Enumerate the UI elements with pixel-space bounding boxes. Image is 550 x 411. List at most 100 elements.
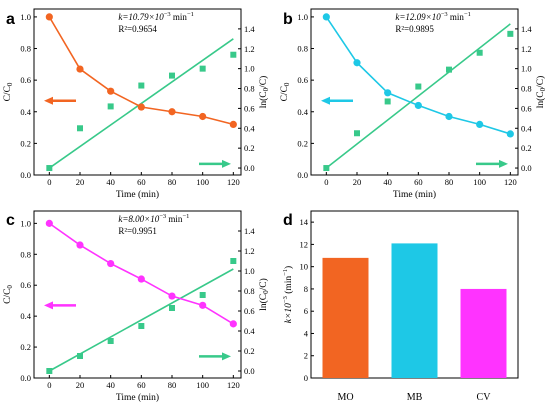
r-squared-annotation: R²=0.9654: [118, 24, 157, 34]
y-tick-label: 0.0: [297, 170, 308, 180]
ln-data-point: [107, 103, 114, 110]
ln-data-point: [230, 51, 237, 58]
bar-mo: [322, 257, 369, 378]
y2-tick-label: 1.0: [521, 64, 532, 74]
rate-unit-exp: −1: [187, 11, 194, 18]
rate-k-exp: −3: [164, 11, 171, 18]
y-axis-label-main: C/C: [3, 86, 13, 101]
concentration-data-point: [322, 13, 330, 21]
ln-data-point: [107, 338, 114, 344]
concentration-data-point: [414, 101, 422, 110]
ln-data-point: [199, 65, 206, 72]
x-axis-label: Time (min): [116, 392, 159, 403]
rate-constant-annotation: k=10.79×10−3 min−1: [118, 11, 194, 22]
x-tick-label: 0: [324, 177, 328, 187]
concentration-data-point: [199, 301, 207, 309]
ln-data-point: [384, 98, 391, 105]
y2-tick-label: 1.2: [521, 44, 532, 54]
y-tick-label: 0.4: [20, 311, 31, 321]
panel-c: c 0 20 40 60 80 100 120 0.0 0.2 0.4 0.6 0.8 1.0 0.0 0.2…: [3, 210, 270, 403]
y-tick-label: 0.0: [20, 373, 31, 383]
y-tick-label: 2: [304, 351, 308, 361]
x-axis-label: Time (min): [393, 189, 436, 200]
y-axis-label-unit-exp: −1: [282, 269, 289, 276]
x-tick-label: 60: [137, 177, 146, 187]
y-tick-label: 1.0: [20, 12, 31, 22]
y-tick-label: 0.4: [20, 107, 31, 117]
y2-tick-label: 0.4: [521, 123, 532, 133]
ln-data-point: [446, 66, 452, 73]
y-tick-label: 4: [304, 328, 309, 338]
ln-data-point: [46, 368, 53, 374]
x-tick-label: 100: [196, 177, 209, 187]
concentration-data-point: [45, 219, 53, 227]
y2-tick-label: 1.2: [244, 246, 255, 256]
y2-axis-label-sub: 0: [539, 87, 547, 91]
y-axis-label: C/C0: [3, 285, 14, 304]
plot-frame: [33, 8, 242, 176]
bar-cv: [460, 288, 507, 378]
ln-data-point: [230, 258, 237, 264]
y-axis-label-main: C/C: [280, 86, 290, 101]
y2-tick-label: 0.8: [244, 286, 255, 296]
ln-data-point: [169, 305, 175, 311]
y2-axis-label: ln(C0/C): [258, 278, 270, 311]
x-tick-label: 40: [106, 380, 115, 390]
y-tick-label: 0: [304, 373, 308, 383]
y2-tick-label: 1.4: [521, 24, 532, 34]
y2-tick-label: 0.0: [244, 163, 255, 173]
y2-tick-label: 0.4: [244, 123, 255, 133]
y-axis-label-exp: −3: [282, 296, 289, 303]
x-tick-label: 80: [168, 380, 177, 390]
left-axis-arrow-head: [44, 96, 53, 105]
rate-unit: min: [171, 12, 188, 22]
ln-data-point: [138, 82, 145, 89]
x-tick-label: 100: [196, 380, 209, 390]
concentration-data-point: [45, 13, 53, 21]
x-tick-label: 60: [414, 177, 423, 187]
y2-tick-label: 0.2: [521, 143, 532, 153]
ln-data-point: [169, 72, 175, 79]
y-axis-label: k×10−3 (min−1): [282, 266, 294, 323]
rate-k-exp: −3: [159, 213, 166, 220]
y2-axis-label-main: ln(C: [258, 91, 269, 108]
panel-d: d 0 2 4 6 8 10 12 14 k×10−3 (min−1) MO MB CV: [282, 210, 519, 403]
concentration-data-point: [229, 120, 237, 129]
y-axis-label: C/C0: [280, 82, 291, 101]
linear-fit-line: [325, 23, 511, 169]
rate-unit-exp: −1: [464, 11, 471, 18]
y-tick-label: 12: [300, 239, 309, 249]
y2-tick-label: 1.4: [244, 226, 255, 236]
ln-data-point: [415, 83, 422, 90]
y-axis-label-sub: 0: [6, 285, 14, 289]
y2-axis-label-end: /C): [535, 76, 546, 88]
concentration-data-point: [476, 120, 484, 129]
plot-frame: [33, 210, 242, 379]
y2-axis-label: ln(C0/C): [258, 76, 270, 109]
x-tick-label: 120: [504, 177, 517, 187]
x-tick-label: 100: [473, 177, 486, 187]
x-tick-label: 20: [76, 177, 85, 187]
panel-label: b: [283, 11, 293, 28]
x-tick-label: 80: [445, 177, 454, 187]
y2-axis-label-sub: 0: [262, 290, 270, 294]
plot-frame: [310, 8, 519, 176]
rate-unit: min: [448, 12, 465, 22]
y-tick-label: 0.8: [20, 44, 31, 54]
y-axis-label: C/C0: [3, 82, 14, 101]
rate-unit-exp: −1: [182, 213, 189, 220]
panel-b: b 0 20 40 60 80 100 120 0.0 0.2 0.4 0.6 0.8 1.0 0.0 0.2…: [280, 8, 547, 200]
rate-k: k=8.00×10: [118, 214, 159, 224]
r-squared-annotation: R²=0.9895: [395, 24, 434, 34]
r-squared-annotation: R²=0.9951: [118, 226, 157, 236]
ln-data-point: [354, 130, 360, 137]
x-tick-label: 0: [47, 177, 51, 187]
y2-tick-label: 0.8: [244, 84, 255, 94]
x-tick-label: 120: [227, 177, 240, 187]
left-axis-arrow-head: [44, 301, 53, 310]
concentration-data-point: [229, 320, 237, 328]
x-tick-label: 40: [383, 177, 392, 187]
concentration-data-point: [76, 241, 84, 249]
x-axis-label: Time (min): [116, 189, 159, 200]
